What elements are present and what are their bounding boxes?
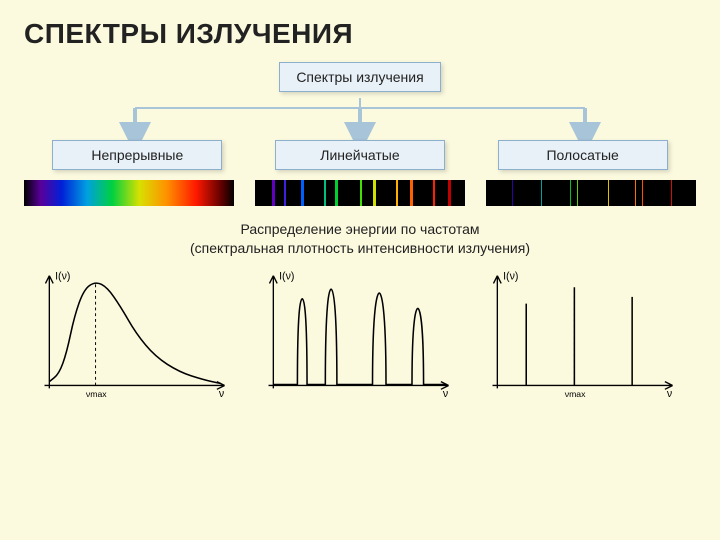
spectrum-line xyxy=(255,180,465,206)
tree-children-row: Непрерывные Линейчатые Полосатые xyxy=(0,140,720,170)
chart-continuous: I(ν) ν νmax xyxy=(36,268,236,398)
tree-connectors xyxy=(40,98,680,142)
svg-text:I(ν): I(ν) xyxy=(55,270,70,282)
caption: Распределение энергии по частотам (спект… xyxy=(0,212,720,268)
svg-text:ν: ν xyxy=(219,388,224,398)
spectra-row xyxy=(0,170,720,212)
chart-line: I(ν) ν xyxy=(260,268,460,398)
svg-text:ν: ν xyxy=(443,388,448,398)
spectrum-band xyxy=(486,180,696,206)
charts-row: I(ν) ν νmax I(ν) ν I(ν) ν νmax xyxy=(0,268,720,398)
chart-band: I(ν) ν νmax xyxy=(484,268,684,398)
tree-child-continuous: Непрерывные xyxy=(52,140,222,170)
svg-text:I(ν): I(ν) xyxy=(279,270,294,282)
spectrum-continuous xyxy=(24,180,234,206)
caption-line2: (спектральная плотность интенсивности из… xyxy=(190,240,530,256)
caption-line1: Распределение энергии по частотам xyxy=(241,221,480,237)
svg-text:ν: ν xyxy=(667,388,672,398)
svg-text:I(ν): I(ν) xyxy=(503,270,518,282)
svg-text:νmax: νmax xyxy=(86,389,107,398)
tree-child-line: Линейчатые xyxy=(275,140,445,170)
tree-child-band: Полосатые xyxy=(498,140,668,170)
svg-text:νmax: νmax xyxy=(565,389,586,398)
tree-root-node: Спектры излучения xyxy=(279,62,440,92)
tree-root-row: Спектры излучения xyxy=(0,62,720,92)
page-title: СПЕКТРЫ ИЗЛУЧЕНИЯ xyxy=(0,0,720,62)
